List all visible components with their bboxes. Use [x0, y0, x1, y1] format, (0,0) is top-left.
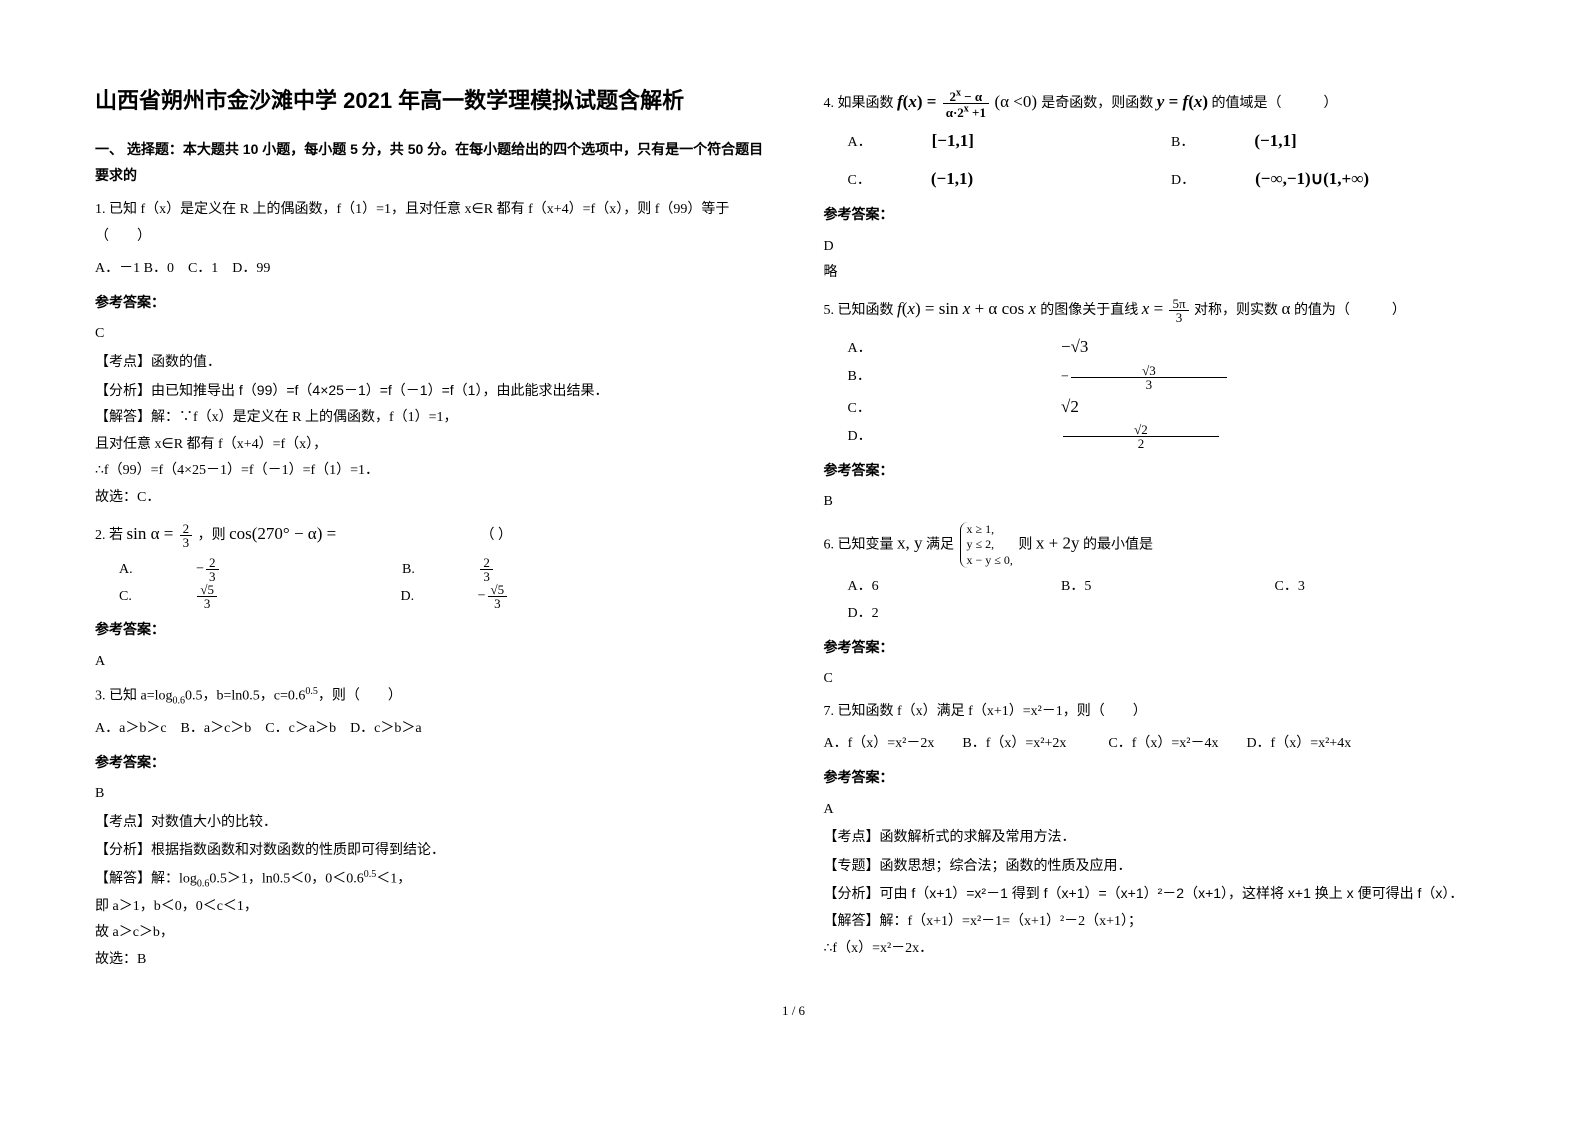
- q3-answer: B: [95, 781, 764, 808]
- q3-jie4: 故选：B: [95, 947, 764, 974]
- q4-options-2: C．(−1,1) D．(−∞,−1)∪(1,+∞): [848, 163, 1493, 195]
- q6-text: 6. 已知变量 x, y 满足 x ≥ 1,y ≤ 2,x − y ≤ 0, 则…: [824, 522, 1493, 569]
- q3-jie1: 【解答】解：log0.60.5＞1，ln0.5＜0，0＜0.60.5＜1，: [95, 865, 764, 893]
- q5-answer: B: [824, 489, 1493, 516]
- answer-label: 参考答案：: [824, 764, 1493, 791]
- q3-text: 3. 已知 a=log0.60.5，b=ln0.5，c=0.60.5，则（ ）: [95, 682, 764, 710]
- page-footer: 1 / 6: [0, 1003, 1587, 1019]
- q7-jie2: ∴f（x）=x²－2x．: [824, 936, 1493, 963]
- answer-label: 参考答案：: [95, 289, 764, 316]
- q4-options: A．[−1,1] B．(−1,1]: [848, 125, 1493, 157]
- q3-kaodian: 【考点】对数值大小的比较．: [95, 808, 764, 837]
- answer-label: 参考答案：: [824, 457, 1493, 484]
- q4-y: y = f(x): [1157, 92, 1208, 111]
- q5-options: A． −√3 B． −√33 C． √2 D． √22: [848, 331, 1493, 450]
- q7-answer: A: [824, 797, 1493, 824]
- q6-answer: C: [824, 666, 1493, 693]
- doc-title: 山西省朔州市金沙滩中学 2021 年高一数学理模拟试题含解析: [95, 80, 764, 122]
- q1-jie4: 故选：C．: [95, 485, 764, 512]
- q2-answer: A: [95, 649, 764, 676]
- answer-label: 参考答案：: [824, 634, 1493, 661]
- q7-fenxi: 【分析】可由 f（x+1）=x²－1 得到 f（x+1）=（x+1）²－2（x+…: [824, 880, 1493, 909]
- q5-line: x =: [1142, 299, 1168, 318]
- answer-label: 参考答案：: [95, 616, 764, 643]
- left-column: 山西省朔州市金沙滩中学 2021 年高一数学理模拟试题含解析 一、 选择题：本大…: [95, 80, 764, 973]
- q3-fenxi: 【分析】根据指数函数和对数函数的性质即可得到结论．: [95, 836, 764, 865]
- q4-omit: 略: [824, 260, 1493, 287]
- q7-jie1: 【解答】解：f（x+1）=x²－1=（x+1）²－2（x+1）；: [824, 909, 1493, 936]
- q7-zhuanti: 【专题】函数思想；综合法；函数的性质及应用．: [824, 852, 1493, 881]
- answer-label: 参考答案：: [824, 201, 1493, 228]
- q5-text: 5. 已知函数 f(x) = sin x + α cos x 的图像关于直线 x…: [824, 293, 1493, 325]
- q2-sin: sin α =: [127, 524, 178, 543]
- q6-case: x ≥ 1,y ≤ 2,x − y ≤ 0,: [960, 522, 1013, 569]
- q6-options: A．6 B．5 C．3 D．2: [848, 574, 1493, 627]
- right-column: 4. 如果函数 f(x) = 2x − αα·2x +1 (α <0) 是奇函数…: [824, 80, 1493, 973]
- q1-options: A．－1 B．0 C．1 D．99: [95, 256, 764, 283]
- q2-cos: cos(270° − α) =: [229, 524, 340, 543]
- q5-fx: f(x) = sin x + α cos x: [897, 299, 1040, 318]
- section-heading: 一、 选择题：本大题共 10 小题，每小题 5 分，共 50 分。在每小题给出的…: [95, 136, 764, 189]
- q1-jie2: 且对任意 x∈R 都有 f（x+4）=f（x），: [95, 432, 764, 459]
- answer-label: 参考答案：: [95, 749, 764, 776]
- q1-jie1: 【解答】解：∵f（x）是定义在 R 上的偶函数，f（1）=1，: [95, 405, 764, 432]
- q4-fx: f(x) =: [897, 92, 941, 111]
- q7-options: A．f（x）=x²－2x B．f（x）=x²+2x C．f（x）=x²－4x D…: [824, 731, 1493, 758]
- q1-fenxi: 【分析】由已知推导出 f（99）=f（4×25－1）=f（－1）=f（1），由此…: [95, 377, 764, 406]
- q3-jie2: 即 a＞1，b＜0，0＜c＜1，: [95, 894, 764, 921]
- q2-options: A. −23 B. 23 C. √53 D. −√53: [119, 556, 764, 611]
- q7-kaodian: 【考点】函数解析式的求解及常用方法．: [824, 823, 1493, 852]
- q1-jie3: ∴f（99）=f（4×25－1）=f（－1）=f（1）=1．: [95, 458, 764, 485]
- q3-options: A．a＞b＞c B．a＞c＞b C．c＞a＞b D．c＞b＞a: [95, 716, 764, 743]
- q2-text: 2. 若 sin α = 23 ，则 cos(270° − α) = （ ）: [95, 518, 764, 550]
- q4-text: 4. 如果函数 f(x) = 2x − αα·2x +1 (α <0) 是奇函数…: [824, 86, 1493, 119]
- q4-answer: D: [824, 234, 1493, 261]
- q1-answer: C: [95, 321, 764, 348]
- q1-text: 1. 已知 f（x）是定义在 R 上的偶函数，f（1）=1，且对任意 x∈R 都…: [95, 197, 764, 250]
- q1-kaodian: 【考点】函数的值．: [95, 348, 764, 377]
- q3-jie3: 故 a＞c＞b，: [95, 920, 764, 947]
- q7-text: 7. 已知函数 f（x）满足 f（x+1）=x²－1，则（ ）: [824, 699, 1493, 726]
